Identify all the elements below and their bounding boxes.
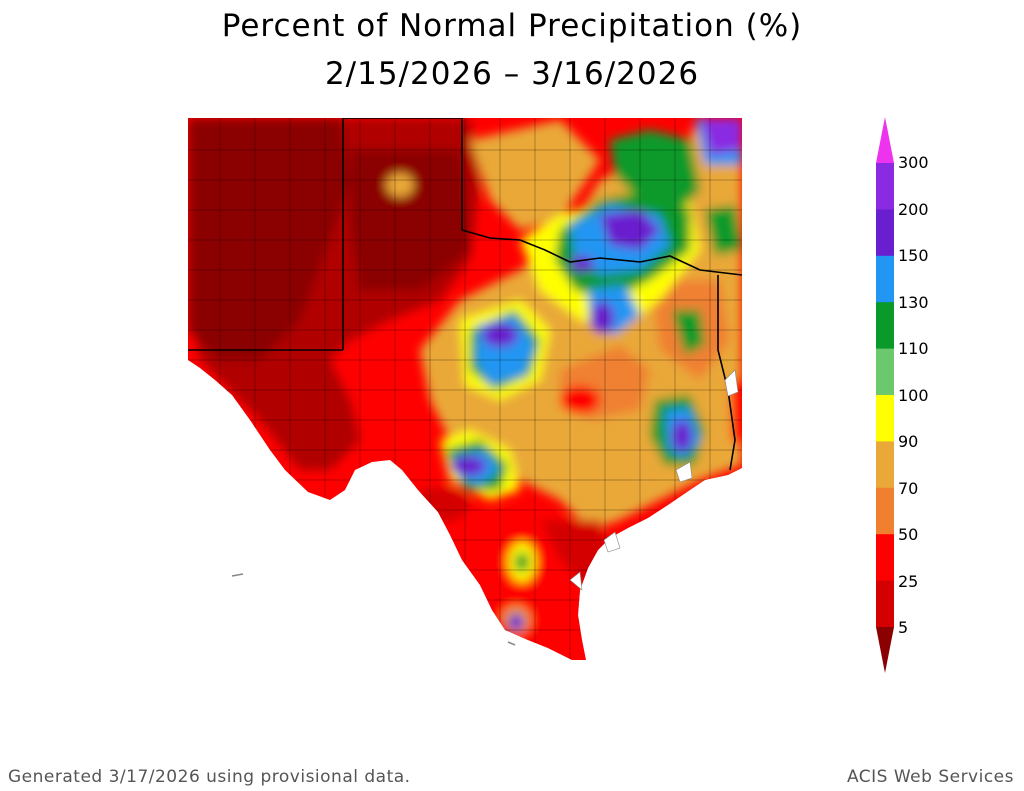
legend-swatch — [876, 302, 894, 350]
generated-note: Generated 3/17/2026 using provisional da… — [8, 767, 411, 787]
legend-label-70: 70 — [898, 479, 919, 498]
legend-colorbar — [876, 117, 894, 673]
legend-label-50: 50 — [898, 525, 919, 544]
legend-label-90: 90 — [898, 432, 919, 451]
legend-label-25: 25 — [898, 572, 919, 591]
legend-swatch — [876, 209, 894, 257]
legend-swatch — [876, 441, 894, 489]
legend-label-300: 300 — [898, 153, 929, 172]
legend-label-150: 150 — [898, 246, 929, 265]
legend-swatch — [876, 534, 894, 582]
legend-label-100: 100 — [898, 386, 929, 405]
legend-swatch — [876, 487, 894, 535]
precip-field — [188, 118, 742, 660]
legend-swatch — [876, 395, 894, 442]
legend-label-110: 110 — [898, 339, 929, 358]
legend-swatch — [876, 580, 894, 628]
legend-swatch — [876, 163, 894, 210]
acis-credit: ACIS Web Services — [846, 767, 1014, 787]
legend-label-200: 200 — [898, 200, 929, 219]
legend-swatch — [876, 255, 894, 303]
legend-label-5: 5 — [898, 618, 909, 637]
map-title: Percent of Normal Precipitation (%) — [221, 8, 803, 44]
legend-cap-top — [876, 117, 894, 163]
legend-cap-bottom — [876, 627, 894, 673]
map-date-range: 2/15/2026 – 3/16/2026 — [324, 56, 700, 92]
legend-swatch — [876, 348, 894, 396]
legend-label-130: 130 — [898, 293, 929, 312]
